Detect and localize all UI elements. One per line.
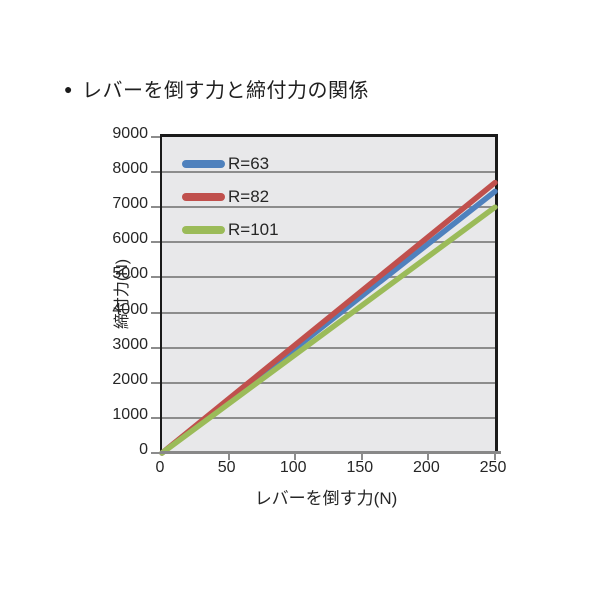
y-tick-label-0: 0 bbox=[139, 441, 148, 458]
legend: R=63 R=82 R=101 bbox=[182, 147, 279, 246]
y-tick-2000 bbox=[151, 381, 160, 384]
legend-swatch-icon bbox=[182, 159, 225, 168]
y-tick-1000 bbox=[151, 416, 160, 419]
x-tick-200 bbox=[427, 453, 430, 460]
y-tick-label-4000: 4000 bbox=[112, 300, 148, 318]
y-tick-6000 bbox=[151, 241, 160, 244]
y-tick-7000 bbox=[151, 206, 160, 209]
chart-title: ● レバーを倒す力と締付力の関係 bbox=[64, 74, 369, 103]
chart-title-text: レバーを倒す力と締付力の関係 bbox=[81, 80, 369, 102]
x-tick-label-200: 200 bbox=[413, 459, 440, 476]
series-line-R=101 bbox=[159, 204, 498, 456]
x-tick-label-50: 50 bbox=[217, 459, 236, 476]
x-axis-title: レバーを倒す力(N) bbox=[254, 489, 398, 508]
plot-area: R=63 R=82 R=101 bbox=[151, 134, 501, 460]
y-tick-8000 bbox=[151, 171, 160, 174]
x-tick-label-100: 100 bbox=[279, 459, 307, 476]
gridline-6000 bbox=[162, 241, 495, 244]
gridline-1000 bbox=[162, 416, 495, 419]
x-tick-label-0: 0 bbox=[155, 459, 165, 476]
x-tick-label-150: 150 bbox=[346, 459, 374, 476]
legend-swatch-icon bbox=[182, 192, 225, 201]
legend-swatch-icon bbox=[182, 225, 225, 234]
y-tick-label-2000: 2000 bbox=[112, 370, 148, 388]
x-tick-label-250: 250 bbox=[479, 459, 507, 476]
gridline-8000 bbox=[162, 171, 495, 174]
y-tick-5000 bbox=[151, 276, 160, 279]
y-tick-label-7000: 7000 bbox=[112, 195, 148, 213]
series-line-R=82 bbox=[159, 179, 498, 456]
y-tick-label-1000: 1000 bbox=[112, 405, 148, 423]
gridline-5000 bbox=[162, 276, 495, 279]
y-tick-label-6000: 6000 bbox=[112, 230, 148, 248]
x-tick-100 bbox=[294, 453, 297, 460]
x-tick-50 bbox=[227, 453, 230, 460]
gridline-3000 bbox=[162, 346, 495, 349]
y-tick-0 bbox=[151, 452, 160, 454]
y-tick-9000 bbox=[151, 136, 160, 138]
y-tick-3000 bbox=[151, 346, 160, 349]
y-tick-label-8000: 8000 bbox=[112, 160, 148, 178]
legend-label: R=82 bbox=[228, 187, 270, 206]
gridline-2000 bbox=[162, 381, 495, 384]
y-tick-4000 bbox=[151, 311, 160, 314]
legend-label: R=101 bbox=[228, 220, 279, 239]
y-tick-label-9000: 9000 bbox=[112, 125, 148, 142]
x-axis-line bbox=[160, 451, 501, 454]
legend-item-R=101: R=101 bbox=[182, 213, 279, 246]
bullet-icon: ● bbox=[64, 80, 73, 97]
y-tick-label-3000: 3000 bbox=[112, 335, 148, 353]
legend-label: R=63 bbox=[228, 154, 270, 173]
legend-item-R=82: R=82 bbox=[182, 180, 279, 213]
series-lines bbox=[159, 179, 498, 456]
gridline-4000 bbox=[162, 311, 495, 314]
x-tick-250 bbox=[494, 453, 496, 460]
y-tick-label-5000: 5000 bbox=[112, 265, 148, 283]
legend-item-R=63: R=63 bbox=[182, 147, 279, 180]
gridline-7000 bbox=[162, 206, 495, 209]
x-tick-150 bbox=[360, 453, 363, 460]
